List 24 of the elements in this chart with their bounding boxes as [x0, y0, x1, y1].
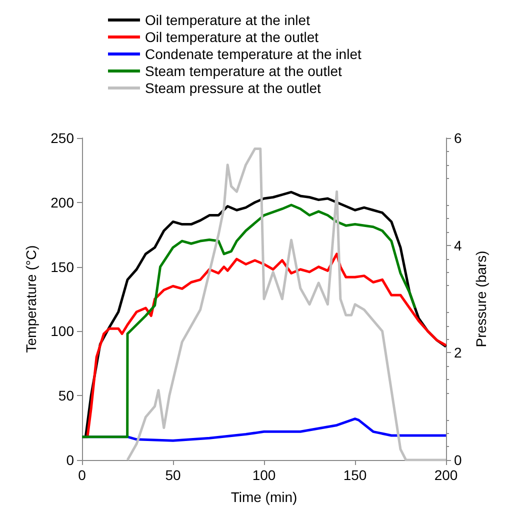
y-tick-label: 250 [50, 130, 74, 146]
line-series [126, 147, 448, 462]
x-axis-title: Time (min) [230, 489, 298, 505]
y2-tick-label: 4 [454, 237, 462, 254]
legend-label: Condenate temperature at the inlet [145, 46, 362, 62]
y-tick-label: 50 [58, 388, 74, 404]
x-tick-label: 0 [78, 467, 86, 483]
y-tick-label: 0 [66, 452, 74, 468]
legend-label: Oil temperature at the inlet [145, 12, 310, 28]
x-tick-label: 200 [434, 467, 458, 483]
y2-tick-label: 0 [454, 452, 462, 468]
y2-tick-label: 2 [454, 344, 462, 361]
legend-label: Steam temperature at the outlet [145, 63, 342, 79]
y-tick-label: 200 [50, 194, 74, 210]
x-tick-label: 150 [343, 467, 367, 483]
y2-axis-title: Pressure (bars) [473, 250, 489, 348]
legend-label: Oil temperature at the outlet [145, 29, 319, 45]
x-tick-label: 100 [252, 467, 276, 483]
y-tick-label: 150 [50, 258, 74, 275]
y-tick-label: 100 [50, 323, 74, 340]
y-axis-title: Temperature (°C) [23, 245, 39, 353]
x-tick-label: 50 [165, 467, 181, 483]
legend-label: Steam pressure at the outlet [145, 80, 321, 96]
y2-tick-label: 6 [454, 130, 462, 146]
